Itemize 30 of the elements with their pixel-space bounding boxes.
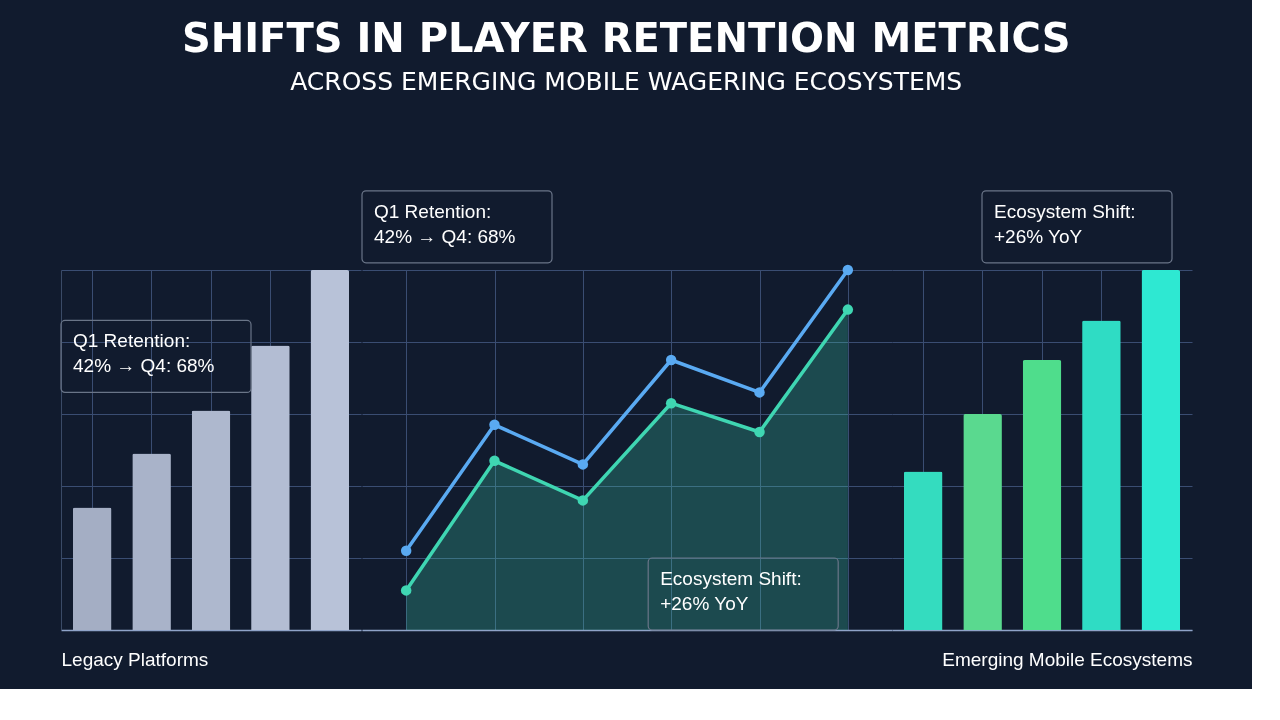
point xyxy=(400,545,412,557)
bar xyxy=(72,507,112,630)
point xyxy=(754,426,765,438)
point xyxy=(842,264,854,276)
bar xyxy=(1082,320,1121,630)
text: SHIFTS IN PLAYER RETENTION METRICS xyxy=(181,15,1071,62)
bar xyxy=(191,410,231,630)
x-axis-title: Emerging Mobile Ecosystems xyxy=(942,648,1193,670)
point xyxy=(665,354,677,366)
annotation: Ecosystem Shift: +26% YoY xyxy=(660,568,802,614)
bar xyxy=(1141,270,1181,630)
text: Q1 Retention: 42% → Q4: 68% xyxy=(374,200,516,247)
point xyxy=(577,495,589,506)
bar xyxy=(251,345,290,630)
bar xyxy=(1022,360,1062,630)
text: ACROSS EMERGING MOBILE WAGERING ECOSYSTEMS xyxy=(290,67,963,97)
point xyxy=(489,419,500,431)
x-axis-title: Legacy Platforms xyxy=(61,648,209,670)
bar xyxy=(963,414,1002,630)
text: Ecosystem Shift: +26% YoY xyxy=(994,200,1136,247)
bar xyxy=(132,453,171,630)
point xyxy=(577,459,589,470)
point xyxy=(400,585,412,596)
point xyxy=(489,455,500,467)
point xyxy=(665,397,677,409)
bar xyxy=(903,471,943,630)
bar xyxy=(310,270,350,630)
point xyxy=(842,304,854,315)
point xyxy=(754,387,765,398)
annotation: Q1 Retention: 42% → Q4: 68% xyxy=(73,330,215,377)
